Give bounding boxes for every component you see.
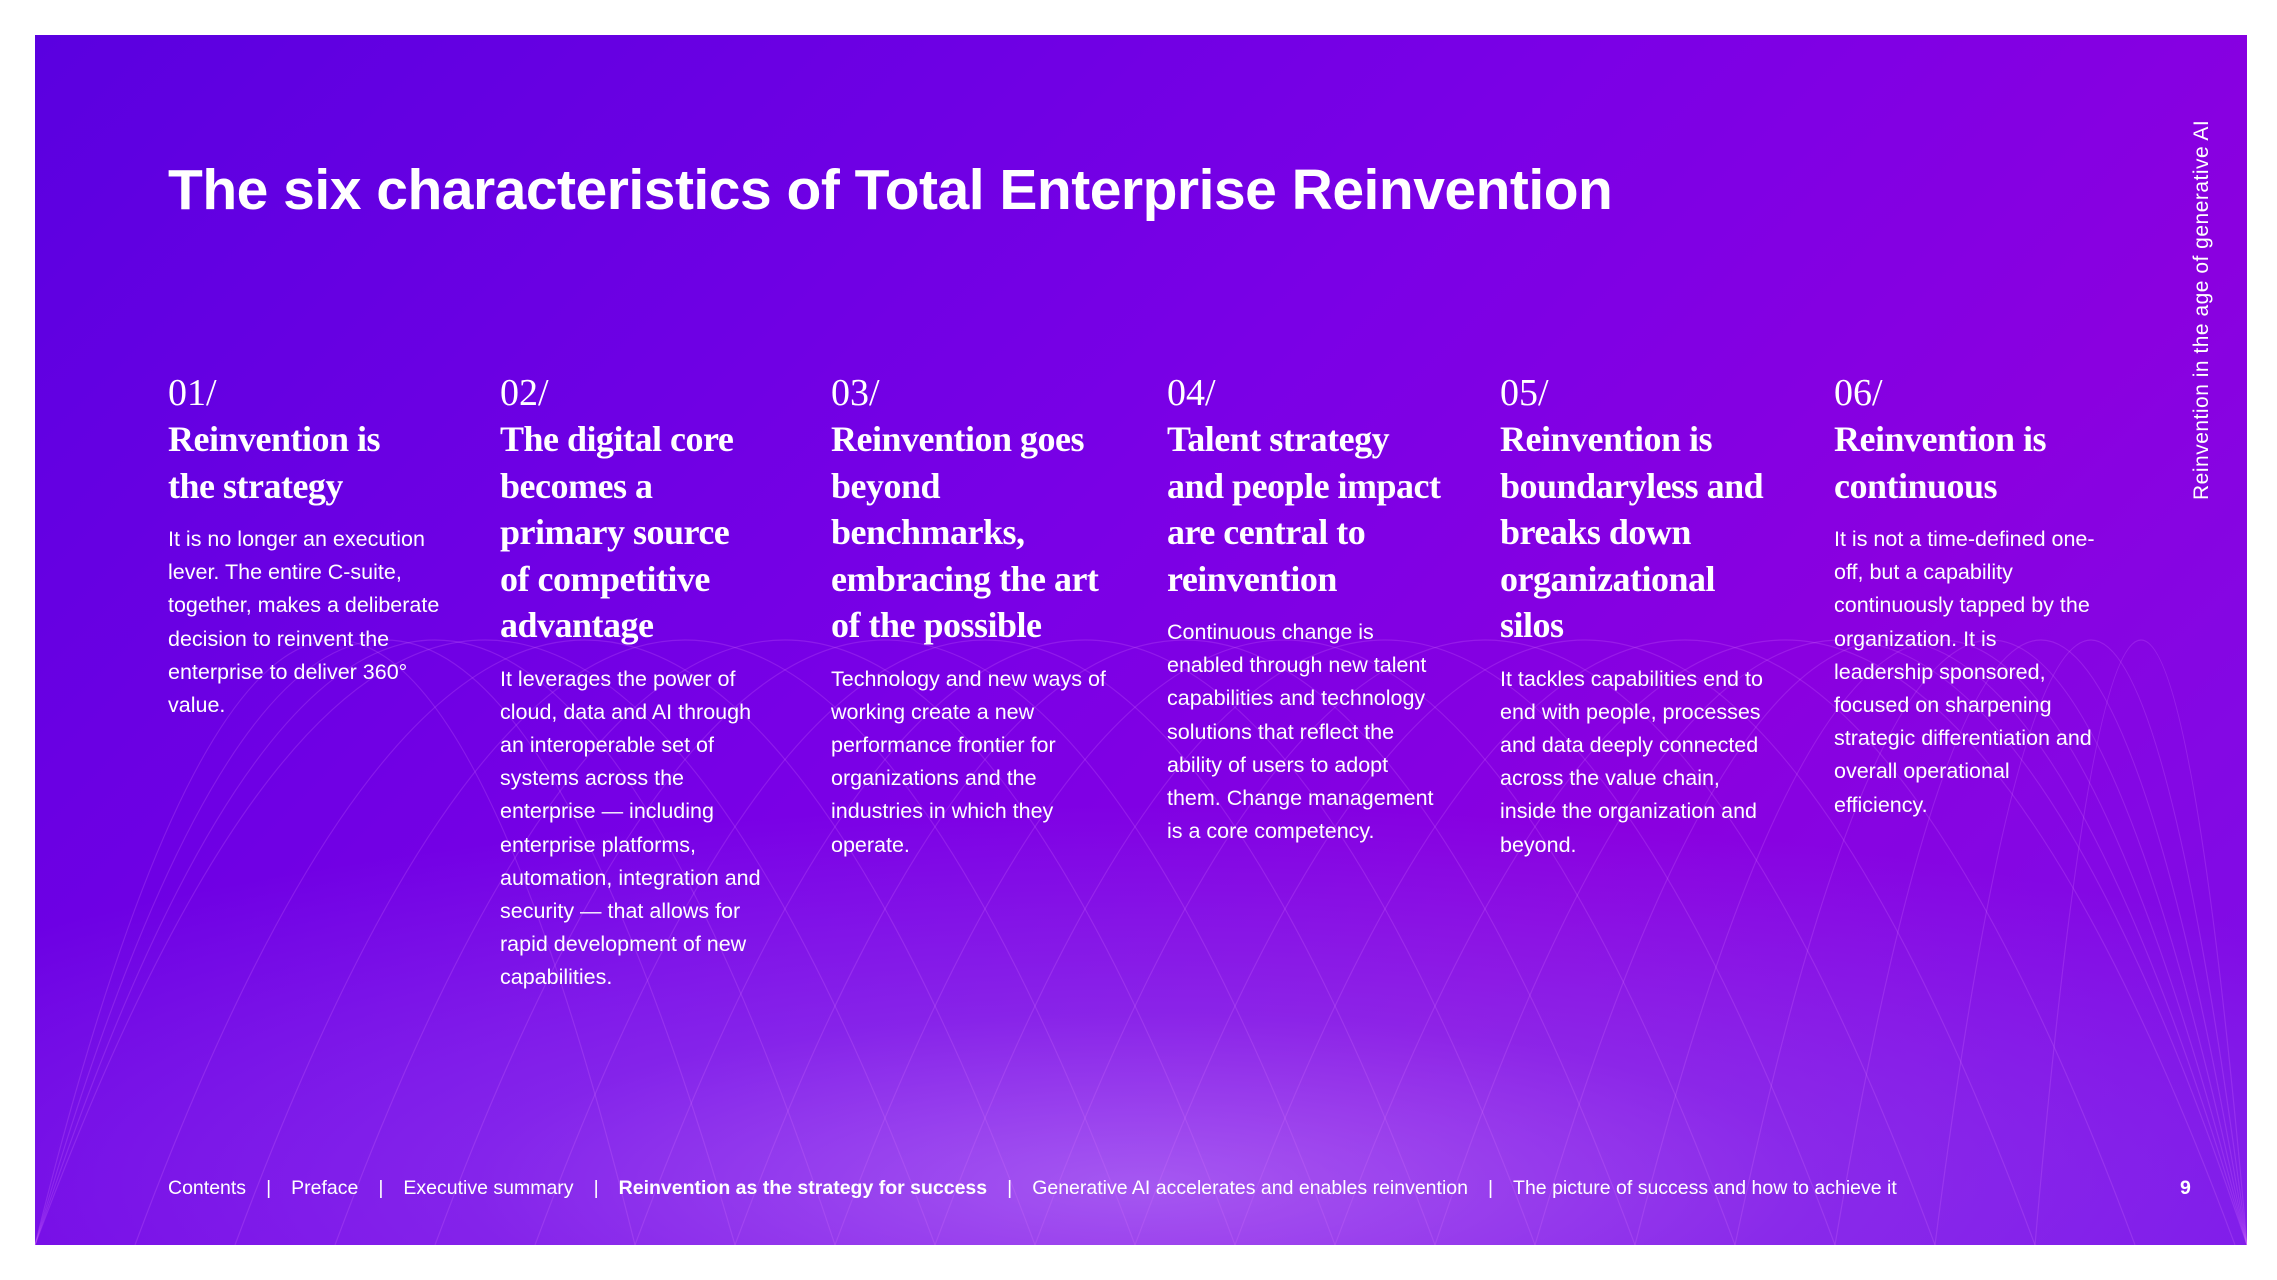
mesh-arc <box>834 639 1736 1245</box>
footer-link-reinvention-strategy[interactable]: Reinvention as the strategy for success <box>618 1177 988 1199</box>
footer-link-preface[interactable]: Preface <box>291 1177 359 1199</box>
mesh-arc <box>534 639 1436 1245</box>
characteristic-06: 06/ Reinvention is continuous It is not … <box>1834 370 2124 822</box>
characteristic-number: 06/ <box>1834 372 1883 414</box>
mesh-arc <box>1034 639 1936 1245</box>
background-mesh-lines <box>35 639 2247 1245</box>
separator: | <box>1007 1177 1013 1199</box>
mesh-arc <box>2034 639 2247 1245</box>
mesh-arc <box>35 639 736 1245</box>
mesh-arc <box>1334 639 2236 1245</box>
page-number: 9 <box>2180 1177 2191 1199</box>
characteristic-number: 03/ <box>831 372 880 414</box>
footer-link-picture-of-success[interactable]: The picture of success and how to achiev… <box>1513 1177 1897 1199</box>
mesh-arc <box>334 639 1236 1245</box>
separator: | <box>266 1177 272 1199</box>
mesh-arc <box>35 639 936 1245</box>
characteristic-body: It is not a time-defined one-off, but a … <box>1834 527 2095 817</box>
characteristic-05: 05/ Reinvention is boundaryless and brea… <box>1500 370 1790 862</box>
footer-link-generative-ai[interactable]: Generative AI accelerates and enables re… <box>1032 1177 1468 1199</box>
mesh-arc <box>934 639 1836 1245</box>
mesh-arc <box>1934 639 2247 1245</box>
mesh-arc <box>434 639 1336 1245</box>
slide: The six characteristics of Total Enterpr… <box>35 35 2247 1245</box>
separator: | <box>593 1177 599 1199</box>
characteristic-number: 02/ <box>500 372 549 414</box>
mesh-arc <box>134 639 1036 1245</box>
characteristic-heading: Talent strategy and people impact are ce… <box>1167 419 1441 599</box>
mesh-arc <box>1634 639 2247 1245</box>
mesh-arc <box>1134 639 2036 1245</box>
characteristic-01: 01/ Reinvention is the strategy It is no… <box>168 370 458 722</box>
characteristic-body: Technology and new ways of working creat… <box>831 666 1106 857</box>
mesh-arc <box>734 639 1636 1245</box>
characteristic-body: Continuous change is enabled through new… <box>1167 620 1434 844</box>
footer-nav: Contents | Preface | Executive summary |… <box>168 1177 1897 1200</box>
mesh-arc <box>1734 639 2247 1245</box>
characteristic-04: 04/ Talent strategy and people impact ar… <box>1167 370 1457 848</box>
mesh-arc <box>234 639 1136 1245</box>
characteristic-body: It leverages the power of cloud, data an… <box>500 666 761 990</box>
mesh-arc <box>1834 639 2247 1245</box>
characteristic-body: It is no longer an execution lever. The … <box>168 527 440 718</box>
mesh-arc <box>1434 639 2247 1245</box>
mesh-arc <box>35 639 636 1245</box>
separator: | <box>378 1177 384 1199</box>
characteristic-03: 03/ Reinvention goes beyond benchmarks, … <box>831 370 1121 862</box>
characteristic-number: 01/ <box>168 372 217 414</box>
side-label: Reinvention in the age of generative AI <box>2190 119 2213 500</box>
mesh-arc <box>634 639 1536 1245</box>
characteristic-heading: Reinvention is the strategy <box>168 419 381 506</box>
footer-link-contents[interactable]: Contents <box>168 1177 247 1199</box>
footer-link-executive-summary[interactable]: Executive summary <box>403 1177 574 1199</box>
mesh-arc <box>35 639 836 1245</box>
characteristic-body: It tackles capabilities end to end with … <box>1500 666 1763 857</box>
characteristic-number: 05/ <box>1500 372 1549 414</box>
mesh-arc <box>1534 639 2247 1245</box>
characteristic-heading: Reinvention is boundaryless and breaks d… <box>1500 419 1764 645</box>
characteristic-02: 02/ The digital core becomes a primary s… <box>500 370 770 995</box>
page-title: The six characteristics of Total Enterpr… <box>168 158 1613 222</box>
characteristic-heading: Reinvention goes beyond benchmarks, embr… <box>831 419 1099 645</box>
mesh-arc <box>1234 639 2136 1245</box>
separator: | <box>1487 1177 1494 1199</box>
characteristic-heading: The digital core becomes a primary sourc… <box>500 419 734 645</box>
characteristic-number: 04/ <box>1167 372 1216 414</box>
characteristic-heading: Reinvention is continuous <box>1834 419 2047 506</box>
